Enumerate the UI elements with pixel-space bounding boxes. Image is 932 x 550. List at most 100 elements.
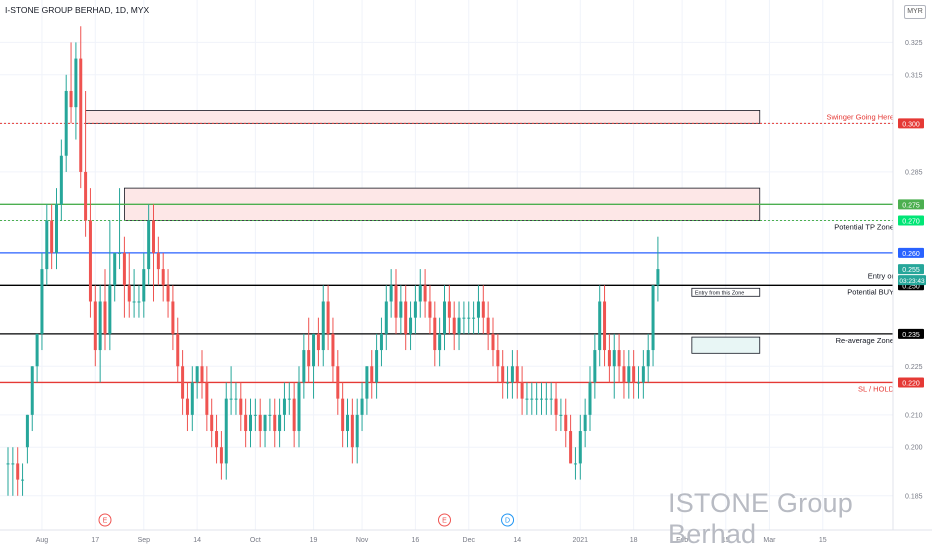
price-tag-label: 0.220: [902, 380, 920, 387]
candle-body: [316, 333, 320, 351]
entry-label: Entry or: [868, 271, 895, 280]
candle-body: [641, 366, 645, 383]
candle-body: [263, 414, 267, 432]
price-tag: [898, 215, 924, 226]
candle-body: [486, 317, 490, 334]
currency-badge[interactable]: MYR: [904, 5, 926, 19]
candle-body: [239, 398, 243, 415]
candle-body: [16, 463, 20, 480]
candle-body: [607, 350, 611, 367]
event-label: D: [505, 518, 510, 525]
candle-body: [108, 285, 112, 334]
candle-body: [632, 366, 636, 383]
candle-body: [224, 398, 228, 464]
candle-body: [122, 252, 126, 286]
candle-body: [79, 58, 83, 172]
candle-body: [282, 398, 286, 415]
candle-body: [501, 366, 505, 383]
candle-body: [646, 350, 650, 367]
candle-body: [287, 398, 291, 400]
candle-body: [297, 382, 301, 432]
x-tick-label: 2021: [573, 537, 589, 544]
candle-body: [457, 317, 461, 334]
candle-body: [185, 398, 189, 415]
candle-body: [355, 414, 359, 448]
candle-body: [598, 301, 602, 351]
candle-body: [326, 301, 330, 334]
candle-body: [181, 366, 185, 399]
candle-body: [190, 382, 194, 415]
candle-body: [118, 252, 122, 254]
price-zone: [691, 336, 761, 354]
watermark: ISTONE Group Berhad: [668, 488, 853, 549]
candle-body: [176, 333, 180, 367]
candle-body: [6, 463, 10, 465]
candle-body: [409, 317, 413, 334]
y-tick-label: 0.210: [905, 412, 923, 419]
candle-body: [578, 431, 582, 464]
candle-body: [520, 382, 524, 399]
time-axis[interactable]: Aug 17 Sep 14 Oct 19 Nov 16 Dec 14 2021 18 Feb 15 Mar 1…: [0, 529, 932, 544]
candle-body: [588, 382, 592, 415]
candle-body: [573, 463, 577, 465]
candle-body: [612, 350, 616, 367]
candle-body: [447, 301, 451, 318]
price-tag: [898, 247, 924, 258]
last-price-tag: [898, 264, 924, 275]
price-tag-label: 0.260: [902, 251, 920, 258]
candle-body: [127, 285, 131, 302]
candle-body: [268, 414, 272, 416]
price-tag-label: 0.235: [902, 332, 920, 339]
candle-body: [55, 204, 58, 253]
level-label: Swinger Going Here: [826, 112, 894, 121]
candle-body: [74, 58, 78, 108]
last-price-label: 0.255: [902, 267, 920, 274]
candle-body: [370, 366, 374, 383]
candle-body: [535, 398, 539, 400]
candle-body: [59, 155, 63, 205]
candle-body: [603, 301, 607, 351]
candle-body: [379, 333, 383, 351]
candle-body: [21, 479, 25, 481]
candle-body: [171, 301, 175, 334]
candle-body: [360, 398, 364, 415]
candle-body: [249, 414, 252, 432]
candle-body: [40, 269, 44, 334]
candle-body: [346, 414, 349, 432]
y-tick-label: 0.225: [905, 364, 923, 371]
event-label: E: [442, 518, 447, 525]
candle-body: [549, 398, 553, 400]
candle-body: [515, 366, 519, 383]
candle-body: [35, 333, 39, 367]
candle-body: [253, 414, 257, 416]
candle-body: [161, 269, 165, 286]
x-tick-label: 14: [193, 537, 201, 544]
candle-body: [404, 301, 408, 334]
candle-body: [583, 414, 587, 432]
x-tick-label: Mar: [763, 537, 776, 544]
candle-body: [491, 333, 495, 351]
x-tick-label: 15: [819, 537, 827, 544]
candle-body: [84, 171, 88, 221]
candle-body: [50, 220, 54, 253]
price-tag-label: 0.300: [902, 121, 920, 128]
y-tick-label: 0.200: [905, 445, 923, 452]
price-zone: [85, 110, 761, 124]
price-axis[interactable]: 0.185 0.200 0.210 0.225 0.235 0.250 0.260 0.270…: [892, 0, 932, 530]
entry-box-label: Entry from this Zone: [695, 291, 745, 297]
candle-body: [64, 90, 68, 156]
y-tick-label: 0.185: [905, 493, 923, 500]
candle-body: [152, 220, 155, 253]
candle-body: [142, 269, 146, 302]
candle-body: [399, 301, 403, 318]
candle-body: [45, 220, 49, 270]
candle-body: [132, 301, 136, 303]
x-tick-label: Aug: [36, 537, 49, 544]
zones: [85, 110, 761, 354]
candle-body: [540, 398, 543, 400]
price-tag-label: 0.270: [902, 219, 920, 226]
candle-body: [229, 398, 233, 400]
candle-body: [564, 414, 568, 432]
event-marker: [501, 513, 515, 527]
